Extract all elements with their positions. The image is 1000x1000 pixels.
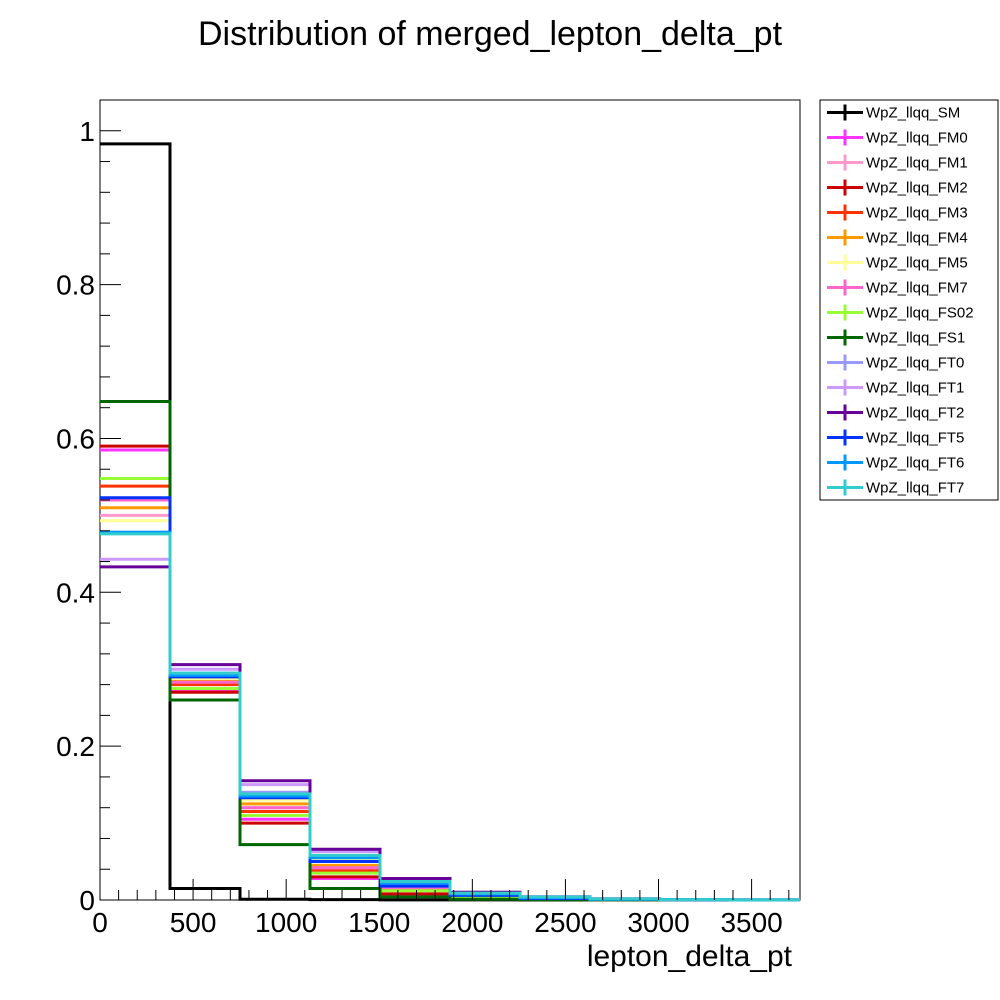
legend-box [819,99,999,501]
x-tick-label: 1500 [348,907,410,938]
y-tick-label: 0.2 [56,731,95,762]
legend-label: WpZ_llqq_FM0 [866,130,968,147]
series-layer [100,142,800,902]
y-tick-label: 0.4 [56,577,95,608]
x-tick-label: 3000 [627,907,689,938]
y-tick-label: 0 [79,885,95,916]
legend-label: WpZ_llqq_FT6 [866,455,964,472]
axes-layer: 0 0.2 0.4 0.6 0.8 1 0 500 1000 1500 2000 2500 3000 35… [56,99,790,938]
legend-label: WpZ_llqq_FM1 [866,155,968,172]
legend-label: WpZ_llqq_FM3 [866,205,968,222]
legend-label: WpZ_llqq_FM7 [866,280,968,297]
legend-label: WpZ_llqq_FM4 [866,230,968,247]
legend-label: WpZ_llqq_SM [866,105,960,122]
x-tick-label: 500 [170,907,217,938]
x-axis-label: lepton_delta_pt [587,940,793,973]
legend-label: WpZ_llqq_FT0 [866,355,964,372]
x-tick-label: 0 [92,907,108,938]
series-line-15 [100,532,800,902]
legend-label: WpZ_llqq_FM5 [866,255,968,272]
legend-label: WpZ_llqq_FT7 [866,480,964,497]
x-tick-label: 1000 [255,907,317,938]
y-tick-label: 0.6 [56,423,95,454]
legend-label: WpZ_llqq_FM2 [866,180,968,197]
legend: WpZ_llqq_SM WpZ_llqq_FM0 WpZ_llqq_FM1 WpZ_l… [819,99,999,501]
x-tick-label: 2000 [441,907,503,938]
plot-frame [99,99,801,901]
legend-label: WpZ_llqq_FT5 [866,430,964,447]
legend-label: WpZ_llqq_FS02 [866,305,974,322]
y-tick-label: 1 [79,116,95,147]
chart-title: Distribution of merged_lepton_delta_pt [198,15,783,53]
x-tick-label: 2500 [534,907,596,938]
y-tick-label: 0.8 [56,270,95,301]
legend-label: WpZ_llqq_FS1 [866,330,965,347]
legend-label: WpZ_llqq_FT1 [866,380,964,397]
legend-label: WpZ_llqq_FT2 [866,405,964,422]
x-tick-label: 3500 [720,907,782,938]
